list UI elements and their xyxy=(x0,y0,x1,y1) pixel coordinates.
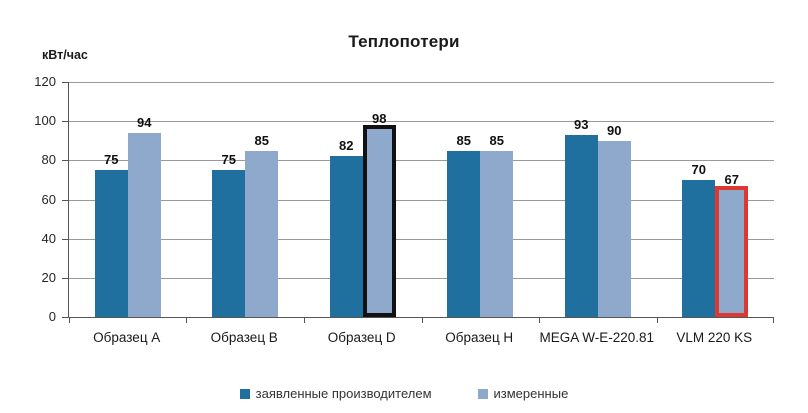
legend-item: заявленные производителем xyxy=(239,386,432,401)
legend-swatch xyxy=(477,388,488,399)
bar-group: 93 90 xyxy=(539,82,657,317)
bar-group: 75 94 xyxy=(69,82,187,317)
x-axis-tick xyxy=(421,318,423,323)
bar-value-label: 93 xyxy=(574,116,589,132)
bar-value-label: 67 xyxy=(724,171,739,187)
gridline xyxy=(69,121,774,123)
bar: 82 xyxy=(329,138,363,317)
bar-group: 75 85 xyxy=(187,82,305,317)
bar-value-label: 85 xyxy=(489,132,504,148)
x-axis-labels: Образец A Образец B Образец D Образец H MEGA… xyxy=(68,330,773,350)
y-axis-tick xyxy=(62,121,69,123)
gridline xyxy=(69,277,774,279)
bar: 67 xyxy=(715,172,749,317)
y-axis-tick-label: 120 xyxy=(34,74,56,89)
x-axis-tick xyxy=(538,318,540,323)
y-axis-tick-label: 20 xyxy=(41,269,56,285)
bar-value-label: 85 xyxy=(456,132,471,148)
y-axis-tick-label: 0 xyxy=(48,309,56,324)
legend-label: измеренные xyxy=(493,386,569,401)
bar: 70 xyxy=(682,162,716,317)
chart-title: Теплопотери xyxy=(348,32,460,51)
y-axis-tick-label: 100 xyxy=(34,113,56,129)
y-axis-tick-label: 80 xyxy=(41,152,56,168)
x-axis-tick xyxy=(656,318,658,323)
gridline xyxy=(69,160,774,162)
category-label: VLM 220 KS xyxy=(676,330,753,345)
legend-label: заявленные производителем xyxy=(255,386,432,401)
y-axis-tick xyxy=(62,238,69,240)
y-axis-unit-label: кВт/час xyxy=(42,48,88,62)
bar-value-label: 75 xyxy=(104,152,119,168)
plot-area: 75 94 75 85 82 98 85 85 93 90 70 67 xyxy=(62,82,775,323)
bar: 94 xyxy=(127,115,161,317)
x-axis-tick xyxy=(773,318,774,323)
bar: 75 xyxy=(94,152,128,317)
bar-group: 85 85 xyxy=(422,82,540,317)
gridline xyxy=(69,238,774,240)
bar: 98 xyxy=(362,111,396,317)
y-axis-tick xyxy=(62,199,69,201)
bar: 75 xyxy=(212,152,246,317)
gridline xyxy=(69,82,774,83)
category-label: MEGA W-E-220.81 xyxy=(539,330,655,345)
x-axis-tick xyxy=(303,318,305,323)
bar-group: 82 98 xyxy=(304,82,422,317)
y-axis-tick xyxy=(62,277,69,279)
bar-value-label: 90 xyxy=(607,122,622,138)
bar: 85 xyxy=(245,133,279,317)
category-label: Образец A xyxy=(93,330,161,345)
y-axis-tick-label: 40 xyxy=(41,230,56,246)
y-axis-tick xyxy=(62,160,69,162)
y-axis-tick xyxy=(62,317,69,318)
bar-value-label: 94 xyxy=(137,114,152,130)
gridline xyxy=(69,199,774,201)
bar-value-label: 82 xyxy=(339,138,354,154)
bar-value-label: 75 xyxy=(221,152,236,168)
y-axis-labels: 0 20 40 60 80 100 120 xyxy=(0,74,56,324)
legend: заявленные производителем измеренные xyxy=(0,386,808,401)
y-axis-tick xyxy=(62,82,69,83)
bar: 85 xyxy=(447,133,481,317)
category-label: Образец H xyxy=(445,330,514,345)
bar: 93 xyxy=(564,117,598,317)
x-axis-tick xyxy=(69,318,70,323)
bar: 90 xyxy=(597,123,631,317)
y-axis-tick-label: 60 xyxy=(41,191,56,207)
bar-value-label: 70 xyxy=(691,161,706,177)
bar-group: 70 67 xyxy=(657,82,775,317)
x-axis-tick xyxy=(186,318,188,323)
category-label: Образец D xyxy=(327,330,396,345)
legend-swatch xyxy=(239,388,250,399)
category-label: Образец B xyxy=(210,330,278,345)
bar-value-label: 85 xyxy=(254,132,269,148)
bar: 85 xyxy=(480,133,514,317)
legend-item: измеренные xyxy=(477,386,569,401)
bar-value-label: 98 xyxy=(372,111,387,127)
